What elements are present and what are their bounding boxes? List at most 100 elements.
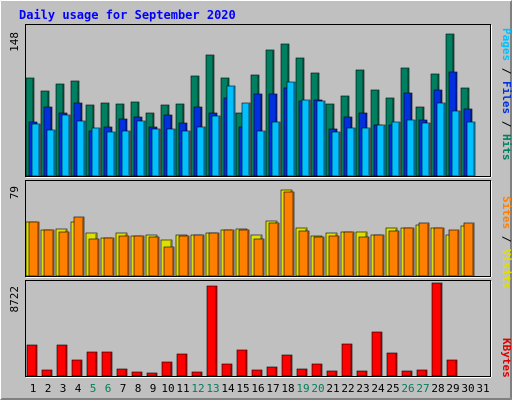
bar-shade-sites-day-28	[442, 229, 444, 276]
day-label-6: 6	[105, 382, 112, 395]
bar-shade-sites-day-1	[37, 223, 39, 276]
bar-sites-day-13	[208, 232, 220, 277]
day-label-9: 9	[150, 382, 157, 395]
bar-shade-pages-day-7	[128, 132, 130, 176]
panel-frames	[25, 24, 492, 378]
bar-pages-day-12	[196, 126, 206, 177]
bar-shade-sites-day-23	[367, 238, 369, 276]
bar-shade-pages-day-8	[143, 122, 145, 176]
bar-shade-sites-day-27	[427, 224, 429, 276]
bar-shade-kbytes-day-10	[170, 363, 172, 376]
bar-kbytes-day-4	[71, 359, 83, 377]
bar-sites-day-28	[433, 227, 445, 277]
bar-shade-sites-day-25	[397, 232, 399, 276]
bar-pages-day-2	[46, 129, 56, 177]
day-labels: 1 2 3 4 5 6 7 8 9 10 11 12 13 14 15 16 17 18 19 20 21 22 23 24 2…	[30, 382, 490, 395]
day-label-22: 22	[341, 382, 354, 395]
bar-pages-day-15	[241, 102, 251, 177]
bar-pages-day-23	[361, 127, 371, 177]
bar-pages-day-18	[286, 81, 296, 177]
legend-label-bot: KBytes	[500, 338, 512, 378]
bar-kbytes-day-5	[86, 351, 98, 377]
bar-shade-pages-day-2	[53, 131, 55, 176]
bar-sites-day-12	[193, 234, 205, 277]
bar-shade-pages-day-30	[473, 123, 475, 176]
y-max-labels: 148 79 8722	[8, 32, 21, 313]
bar-kbytes-day-26	[401, 370, 413, 377]
bar-shade-sites-day-6	[112, 239, 114, 276]
bar-shade-pages-day-11	[188, 132, 190, 176]
bar-shade-pages-day-13	[218, 117, 220, 176]
bar-shade-pages-day-3	[68, 116, 70, 176]
legend-part-top-0: Pages	[500, 28, 512, 61]
bar-shade-pages-day-4	[83, 122, 85, 176]
bar-pages-day-19	[301, 99, 311, 177]
bar-pages-day-14	[226, 85, 236, 177]
bar-shade-kbytes-day-5	[95, 353, 97, 376]
bar-sites-day-29	[448, 229, 460, 277]
day-label-24: 24	[371, 382, 385, 395]
bar-kbytes-day-17	[266, 366, 278, 377]
bar-sites-day-22	[343, 231, 355, 277]
bar-shade-pages-day-24	[383, 126, 385, 176]
bar-shade-kbytes-day-4	[80, 361, 82, 376]
bar-kbytes-day-21	[326, 370, 338, 377]
bar-shade-sites-day-4	[82, 218, 84, 276]
day-label-2: 2	[45, 382, 52, 395]
bar-kbytes-day-2	[41, 369, 53, 377]
bar-pages-day-10	[166, 128, 176, 177]
bar-shade-kbytes-day-11	[185, 355, 187, 376]
bar-shade-kbytes-day-13	[215, 287, 217, 376]
bar-shade-pages-day-9	[158, 130, 160, 176]
bar-shade-kbytes-day-1	[35, 346, 37, 376]
bar-shade-kbytes-day-15	[245, 351, 247, 376]
bar-shade-pages-day-16	[263, 132, 265, 176]
bar-shade-pages-day-5	[98, 129, 100, 176]
bar-pages-day-3	[61, 114, 71, 177]
bar-pages-day-7	[121, 130, 131, 177]
bar-shade-kbytes-day-22	[350, 345, 352, 376]
bar-shade-kbytes-day-20	[320, 365, 322, 376]
bars	[25, 33, 476, 377]
day-label-25: 25	[386, 382, 399, 395]
bar-shade-sites-day-16	[262, 240, 264, 276]
bar-shade-pages-day-1	[38, 125, 40, 176]
bar-shade-sites-day-5	[97, 240, 99, 276]
legend-label-mid: Sites / Visits	[500, 196, 512, 289]
bar-sites-day-1	[28, 221, 40, 277]
bar-shade-kbytes-day-16	[260, 371, 262, 376]
bar-shade-sites-day-18	[292, 193, 294, 276]
bar-shade-pages-day-21	[338, 133, 340, 176]
panel-frame-top	[25, 24, 491, 177]
day-label-8: 8	[135, 382, 142, 395]
bar-kbytes-day-8	[131, 371, 143, 377]
day-label-14: 14	[221, 382, 235, 395]
bar-sites-day-11	[178, 235, 190, 277]
bar-shade-kbytes-day-26	[410, 372, 412, 376]
bar-kbytes-day-22	[341, 343, 353, 377]
legend-label-top: Pages / Files / Hits	[500, 28, 512, 161]
panel-frame-bot	[25, 280, 491, 377]
bar-pages-day-11	[181, 130, 191, 177]
bar-kbytes-day-14	[221, 363, 233, 377]
bar-shade-kbytes-day-23	[365, 372, 367, 376]
bar-sites-day-20	[313, 236, 325, 277]
bar-shade-kbytes-day-28	[440, 284, 442, 376]
bar-kbytes-day-7	[116, 368, 128, 377]
day-label-27: 27	[416, 382, 429, 395]
bar-sites-day-10	[163, 246, 175, 277]
bar-pages-day-9	[151, 128, 161, 177]
day-label-21: 21	[326, 382, 339, 395]
legend-part-mid-2: Visits	[500, 249, 512, 289]
bar-shade-pages-day-23	[368, 129, 370, 176]
bar-shade-pages-day-6	[113, 133, 115, 176]
day-label-26: 26	[401, 382, 414, 395]
bar-shade-pages-day-28	[443, 104, 445, 176]
bar-sites-day-21	[328, 235, 340, 277]
bar-shade-kbytes-day-7	[125, 370, 127, 376]
panel-frame-mid	[25, 180, 491, 277]
bar-sites-day-16	[253, 238, 265, 277]
day-label-15: 15	[236, 382, 249, 395]
bar-shade-sites-day-11	[187, 237, 189, 276]
bar-shade-pages-day-20	[323, 102, 325, 176]
